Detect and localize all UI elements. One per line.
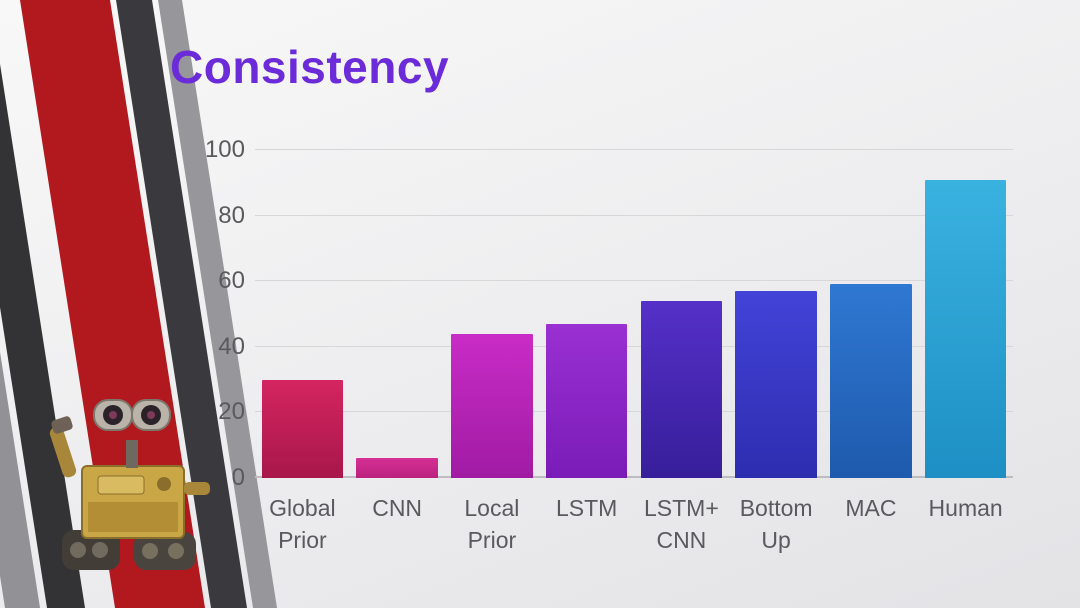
bar-slot <box>255 150 350 478</box>
y-tick-label-40: 40 <box>218 332 245 360</box>
x-label-human: Human <box>928 495 1003 521</box>
bar-slot <box>539 150 634 478</box>
x-label-local-prior: Local Prior <box>464 495 520 554</box>
walle-eyes <box>93 399 171 431</box>
plot-area <box>255 149 1013 478</box>
bar-slot <box>824 150 919 478</box>
gridline-20 <box>255 411 1013 413</box>
bar-slot <box>729 150 824 478</box>
bar-slot <box>350 150 445 478</box>
slide-title: Consistency <box>170 41 450 93</box>
gridline-40 <box>255 345 1013 347</box>
bar-lstm-cnn <box>640 300 723 478</box>
gridline-100 <box>255 149 1013 150</box>
bar-cnn <box>356 458 438 478</box>
gridline-60 <box>255 280 1013 282</box>
bar-mac <box>830 284 912 478</box>
x-axis-labels: Global Prior CNN Local Prior LSTM LSTM+ CNN B… <box>255 492 1013 556</box>
bar-bottom-up <box>735 291 817 478</box>
bar-series <box>255 150 1013 478</box>
y-tick-label-80: 80 <box>218 201 245 229</box>
bar-human <box>924 179 1007 478</box>
gridline-0 <box>255 476 1013 478</box>
bar-slot <box>918 150 1013 478</box>
bar-global-prior <box>261 379 344 478</box>
y-tick-label-0: 0 <box>231 464 245 491</box>
x-label-bottom-up: Bottom Up <box>739 495 813 554</box>
y-axis: 0 20 40 60 80 100 <box>140 136 245 491</box>
bar-slot <box>634 150 729 478</box>
y-tick-label-60: 60 <box>218 267 245 295</box>
y-tick-label-100: 100 <box>204 136 245 163</box>
x-label-lstm-cnn: LSTM+ CNN <box>643 495 719 554</box>
gridline-80 <box>255 214 1013 216</box>
x-label-global-prior: Global Prior <box>269 495 336 554</box>
bar-slot <box>445 150 540 478</box>
stripe-gray-left <box>0 352 40 608</box>
bar-lstm <box>545 323 628 478</box>
x-label-mac: MAC <box>845 495 897 521</box>
walle-image <box>49 399 210 570</box>
bar-local-prior <box>451 333 533 478</box>
y-tick-label-20: 20 <box>218 398 245 426</box>
x-label-cnn: CNN <box>372 495 423 521</box>
x-label-lstm: LSTM <box>555 495 618 521</box>
